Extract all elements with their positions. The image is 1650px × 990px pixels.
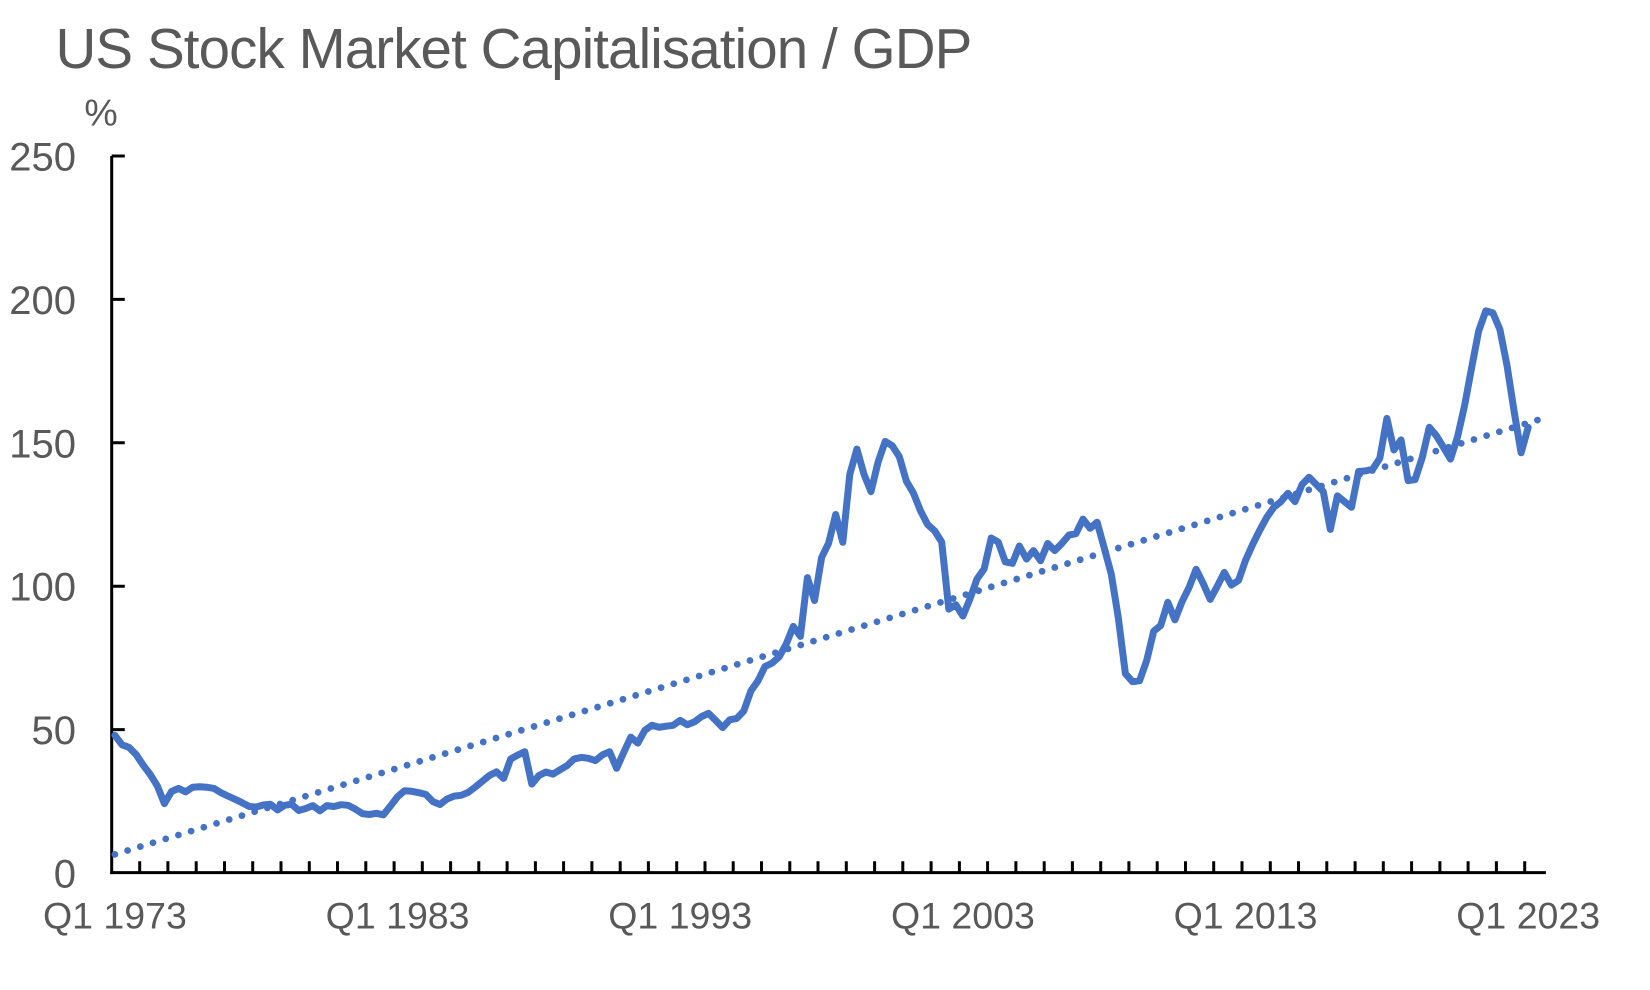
svg-text:Q1 1983: Q1 1983 bbox=[326, 895, 470, 937]
svg-text:250: 250 bbox=[9, 136, 76, 180]
svg-text:Q1 2003: Q1 2003 bbox=[891, 895, 1035, 937]
svg-text:150: 150 bbox=[9, 422, 76, 466]
svg-text:Q1 2013: Q1 2013 bbox=[1174, 895, 1318, 937]
svg-text:50: 50 bbox=[32, 709, 77, 753]
svg-text:0: 0 bbox=[54, 853, 76, 897]
svg-text:100: 100 bbox=[9, 566, 76, 610]
svg-text:200: 200 bbox=[9, 279, 76, 323]
svg-text:US Stock Market Capitalisation: US Stock Market Capitalisation / GDP bbox=[56, 17, 972, 80]
svg-text:Q1 1993: Q1 1993 bbox=[608, 895, 752, 937]
svg-text:Q1 2023: Q1 2023 bbox=[1456, 895, 1600, 937]
svg-text:%: % bbox=[84, 92, 117, 134]
svg-text:Q1 1973: Q1 1973 bbox=[43, 895, 187, 937]
